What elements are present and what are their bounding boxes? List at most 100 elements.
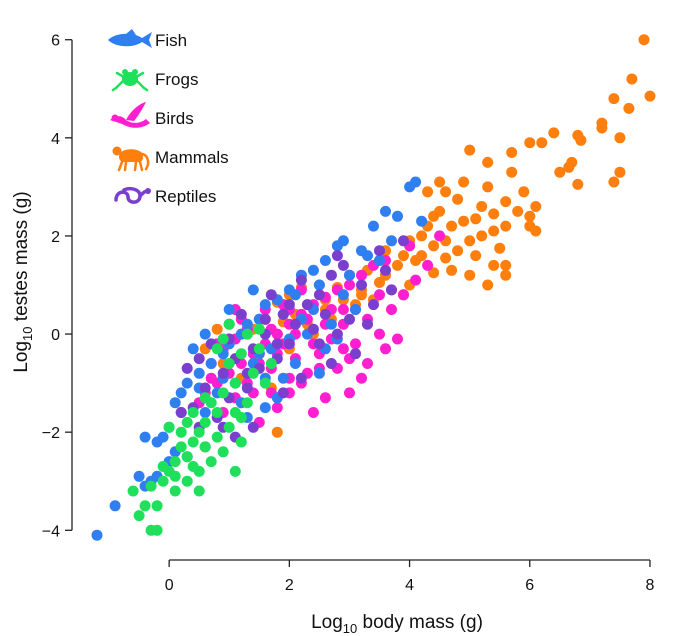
- point-fish-66: [386, 235, 397, 247]
- legend-label-frogs: Frogs: [155, 70, 198, 89]
- point-birds-3: [356, 269, 367, 281]
- point-frogs-33: [223, 421, 235, 433]
- point-frogs-45: [211, 407, 223, 418]
- legend-item-mammals: Mammals: [112, 146, 229, 172]
- point-fish-22: [205, 358, 217, 369]
- point-birds-32: [374, 328, 385, 340]
- point-fish-60: [344, 269, 355, 281]
- point-fish-24: [181, 377, 193, 389]
- point-fish-65: [337, 289, 349, 301]
- point-mammals-9: [575, 134, 587, 146]
- point-reptiles-39: [325, 358, 337, 369]
- point-mammals-35: [446, 220, 458, 232]
- point-mammals-25: [422, 186, 434, 198]
- point-reptiles-7: [289, 318, 301, 330]
- x-axis-title: Log10 body mass (g): [311, 612, 483, 636]
- point-mammals-28: [530, 201, 542, 212]
- point-mammals-10: [614, 132, 626, 144]
- point-reptiles-2: [356, 279, 367, 291]
- point-reptiles-26: [368, 299, 379, 311]
- point-birds-0: [434, 230, 446, 242]
- point-mammals-97: [416, 230, 428, 242]
- point-fish-26: [169, 397, 181, 409]
- x-tick-label-4: 8: [646, 577, 655, 594]
- point-fish-37: [109, 500, 121, 512]
- point-reptiles-12: [217, 367, 229, 379]
- point-reptiles-34: [181, 362, 193, 374]
- point-frogs-9: [127, 485, 139, 497]
- point-mammals-52: [500, 259, 512, 271]
- point-reptiles-47: [193, 353, 205, 365]
- point-birds-60: [356, 372, 367, 384]
- point-fish-42: [289, 358, 301, 369]
- point-birds-46: [362, 358, 373, 369]
- point-frogs-11: [151, 500, 163, 512]
- point-reptiles-24: [319, 308, 331, 320]
- point-mammals-42: [452, 245, 464, 257]
- point-reptiles-49: [271, 338, 283, 350]
- series-fish: [91, 176, 428, 541]
- point-mammals-39: [476, 230, 488, 242]
- x-tick-label-2: 4: [405, 577, 414, 594]
- point-fish-25: [175, 387, 187, 399]
- point-frogs-30: [259, 377, 271, 389]
- point-reptiles-50: [313, 338, 325, 350]
- point-mammals-94: [506, 166, 518, 178]
- point-frogs-28: [235, 348, 247, 360]
- point-mammals-51: [446, 264, 458, 276]
- point-fish-9: [362, 250, 373, 262]
- point-frogs-43: [181, 416, 193, 428]
- point-mammals-12: [524, 137, 536, 149]
- point-mammals-43: [494, 242, 506, 254]
- legend-label-reptiles: Reptiles: [155, 187, 216, 206]
- point-frogs-39: [241, 328, 253, 340]
- point-frogs-26: [223, 358, 235, 369]
- point-reptiles-45: [259, 313, 271, 325]
- point-reptiles-3: [337, 259, 349, 271]
- point-frogs-19: [217, 446, 229, 458]
- point-frogs-13: [151, 524, 163, 536]
- point-reptiles-42: [350, 348, 361, 360]
- point-mammals-3: [608, 93, 620, 105]
- point-mammals-50: [464, 269, 476, 281]
- point-reptiles-5: [313, 289, 325, 301]
- point-reptiles-38: [247, 421, 259, 433]
- point-reptiles-8: [277, 308, 289, 320]
- point-mammals-102: [440, 252, 452, 264]
- point-birds-38: [319, 392, 331, 404]
- series-frogs: [127, 318, 277, 536]
- point-mammals-96: [428, 210, 440, 222]
- point-mammals-95: [482, 156, 494, 168]
- point-fish-52: [199, 407, 211, 418]
- point-mammals-20: [572, 178, 584, 190]
- point-mammals-26: [518, 186, 530, 198]
- point-reptiles-22: [283, 338, 295, 350]
- point-reptiles-1: [380, 264, 391, 276]
- point-mammals-11: [536, 137, 548, 149]
- y-tick-label-1: −2: [42, 425, 60, 442]
- point-mammals-89: [416, 250, 428, 262]
- point-frogs-36: [229, 465, 241, 477]
- legend-item-birds: Birds: [110, 102, 194, 128]
- point-frogs-35: [193, 485, 205, 497]
- point-frogs-51: [187, 461, 199, 472]
- legend-item-reptiles: Reptiles: [114, 186, 216, 206]
- legend-item-fish: Fish: [108, 29, 187, 50]
- point-frogs-34: [235, 436, 247, 448]
- legend: Fish Frogs Birds Mammals Reptiles: [108, 29, 229, 206]
- point-frogs-15: [169, 485, 181, 497]
- point-reptiles-0: [398, 235, 409, 247]
- point-fish-16: [259, 299, 271, 311]
- point-mammals-21: [434, 176, 446, 188]
- point-mammals-85: [211, 323, 223, 335]
- snake-icon: [114, 186, 151, 204]
- point-mammals-24: [440, 186, 452, 198]
- point-mammals-14: [506, 147, 518, 158]
- point-mammals-103: [398, 250, 409, 262]
- point-birds-61: [350, 338, 361, 350]
- point-mammals-1: [626, 73, 638, 85]
- y-tick-label-2: 0: [51, 327, 60, 344]
- point-mammals-23: [482, 181, 494, 193]
- point-frogs-7: [157, 475, 169, 487]
- point-frogs-25: [229, 377, 241, 389]
